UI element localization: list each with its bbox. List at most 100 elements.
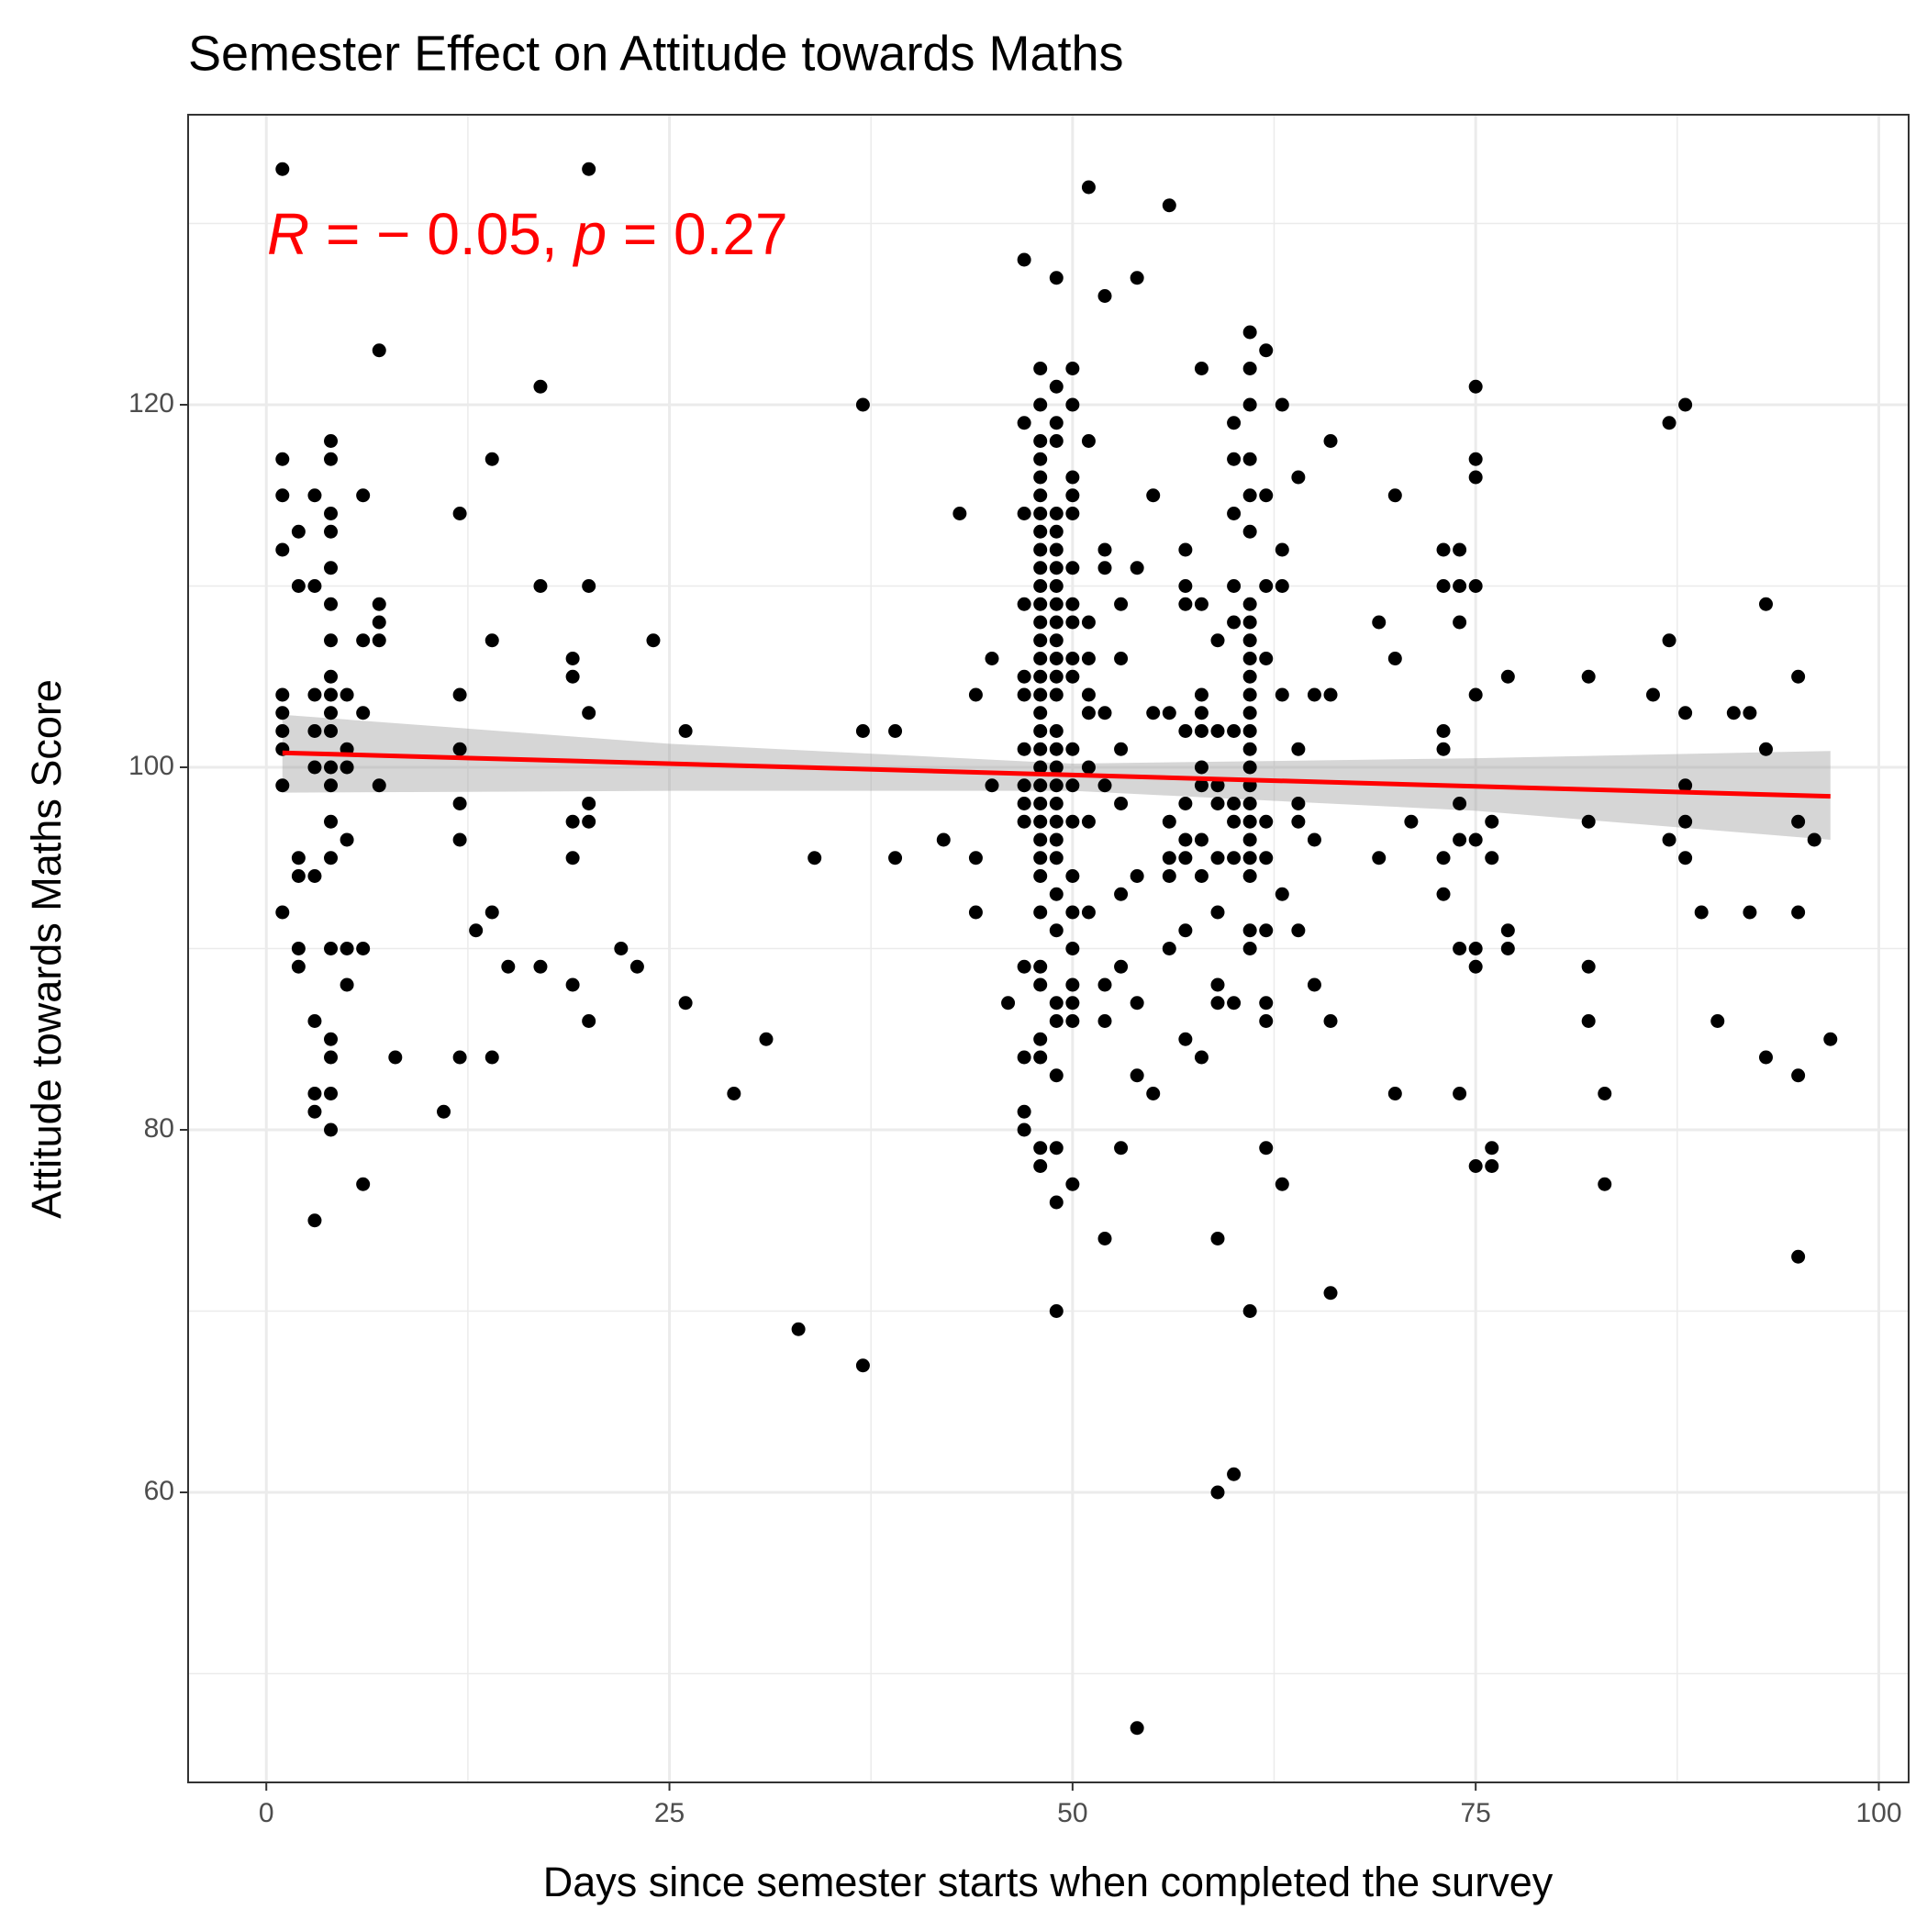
point [1227,996,1242,1011]
point [1242,832,1257,847]
fit-layer [282,750,1831,799]
point [1468,942,1483,955]
point [340,687,354,702]
point [1033,959,1048,974]
point [1146,488,1161,503]
point [1242,869,1257,883]
point [1033,542,1048,557]
point [1033,760,1048,775]
point [1598,1177,1612,1191]
point [1453,832,1467,847]
point [1436,851,1451,865]
point [1114,959,1129,974]
point [968,851,983,865]
point [485,633,499,648]
fit-line [282,750,1831,799]
point [1436,742,1451,756]
point [1049,524,1064,539]
point [1033,851,1048,865]
point [1710,1014,1725,1028]
point [727,1087,741,1100]
point [324,706,339,720]
point [1194,869,1209,883]
point [1242,452,1257,466]
point [1210,996,1225,1011]
point [1227,416,1242,430]
annotation: R = − 0.05, p = 0.27 [267,201,788,267]
point [888,724,903,738]
point [1049,851,1064,865]
band-layer [282,714,1831,840]
point [1114,597,1129,611]
point [291,579,306,593]
point [1049,561,1064,575]
point [1194,832,1209,847]
point [533,379,548,394]
y-axis-title: Attitude towards Maths Score [23,679,70,1219]
point [1485,851,1499,865]
point [1581,1014,1596,1028]
point [356,942,371,955]
point [1178,724,1193,738]
point [324,633,339,648]
point [1662,633,1676,648]
point [1049,633,1064,648]
point [1146,1087,1161,1100]
point [1097,706,1112,720]
point [372,778,386,793]
point [1791,1068,1806,1083]
point [1678,397,1693,412]
point [582,1014,596,1028]
point [1033,615,1048,630]
point [1033,1032,1048,1046]
point [1468,1159,1483,1173]
point [275,724,290,738]
point [1081,687,1096,702]
point [1017,778,1031,793]
point [307,1087,322,1100]
point [1194,1050,1209,1065]
point [1259,343,1274,358]
point [1307,687,1321,702]
point [1033,507,1048,520]
point [855,724,870,738]
y-tick-label: 60 [144,1476,174,1506]
point [1485,1141,1499,1156]
point [1291,814,1306,829]
point [1468,959,1483,974]
point [1097,289,1112,303]
point [791,1322,806,1336]
point [1791,814,1806,829]
point [275,706,290,720]
point [485,905,499,920]
point [452,1050,467,1065]
point [1033,669,1048,684]
point [1065,869,1080,883]
point [1081,706,1096,720]
point [582,162,596,176]
point [452,832,467,847]
point [1387,1087,1402,1100]
point [275,905,290,920]
point [1033,687,1048,702]
point [1598,1087,1612,1100]
point [1323,687,1338,702]
point [1049,507,1064,520]
point [1065,615,1080,630]
point [1017,687,1031,702]
point [1453,615,1467,630]
point [1065,1177,1080,1191]
point [1049,923,1064,938]
point [469,923,484,938]
point [291,942,306,955]
point [1291,797,1306,810]
point [1436,887,1451,901]
point [1178,542,1193,557]
point [1017,507,1031,520]
point [1162,814,1176,829]
point [1275,1177,1289,1191]
point [1291,470,1306,485]
x-axis-title: Days since semester starts when complete… [543,1859,1554,1905]
point [1387,488,1402,503]
point [291,851,306,865]
